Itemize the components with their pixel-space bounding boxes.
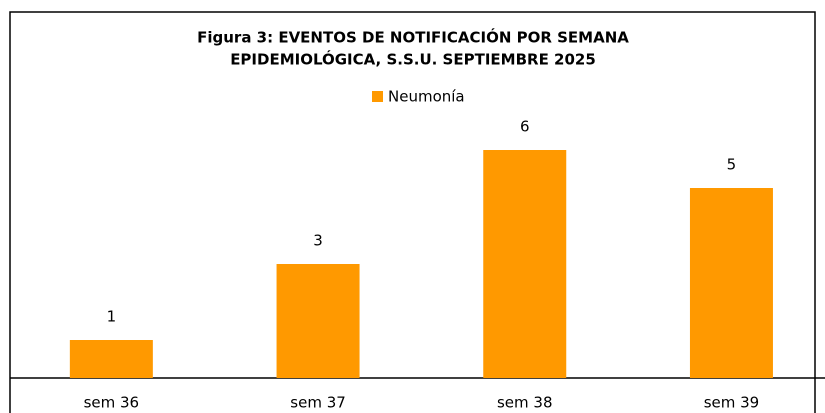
legend-swatch xyxy=(372,91,383,102)
x-tick-label: sem 37 xyxy=(290,394,346,412)
x-tick-label: sem 36 xyxy=(84,394,140,412)
bar xyxy=(483,150,567,378)
bar xyxy=(69,340,153,378)
bar xyxy=(276,264,360,378)
data-label: 1 xyxy=(107,308,117,326)
chart-title: EPIDEMIOLÓGICA, S.S.U. SEPTIEMBRE 2025 xyxy=(230,50,596,69)
bar xyxy=(689,188,773,378)
x-tick-label: sem 39 xyxy=(704,394,760,412)
legend-label: Neumonía xyxy=(388,88,465,106)
x-tick-label: sem 38 xyxy=(497,394,553,412)
data-label: 5 xyxy=(727,156,737,174)
data-label: 6 xyxy=(520,118,530,136)
chart-title: Figura 3: EVENTOS DE NOTIFICACIÓN POR SE… xyxy=(197,28,629,47)
data-label: 3 xyxy=(313,232,323,250)
